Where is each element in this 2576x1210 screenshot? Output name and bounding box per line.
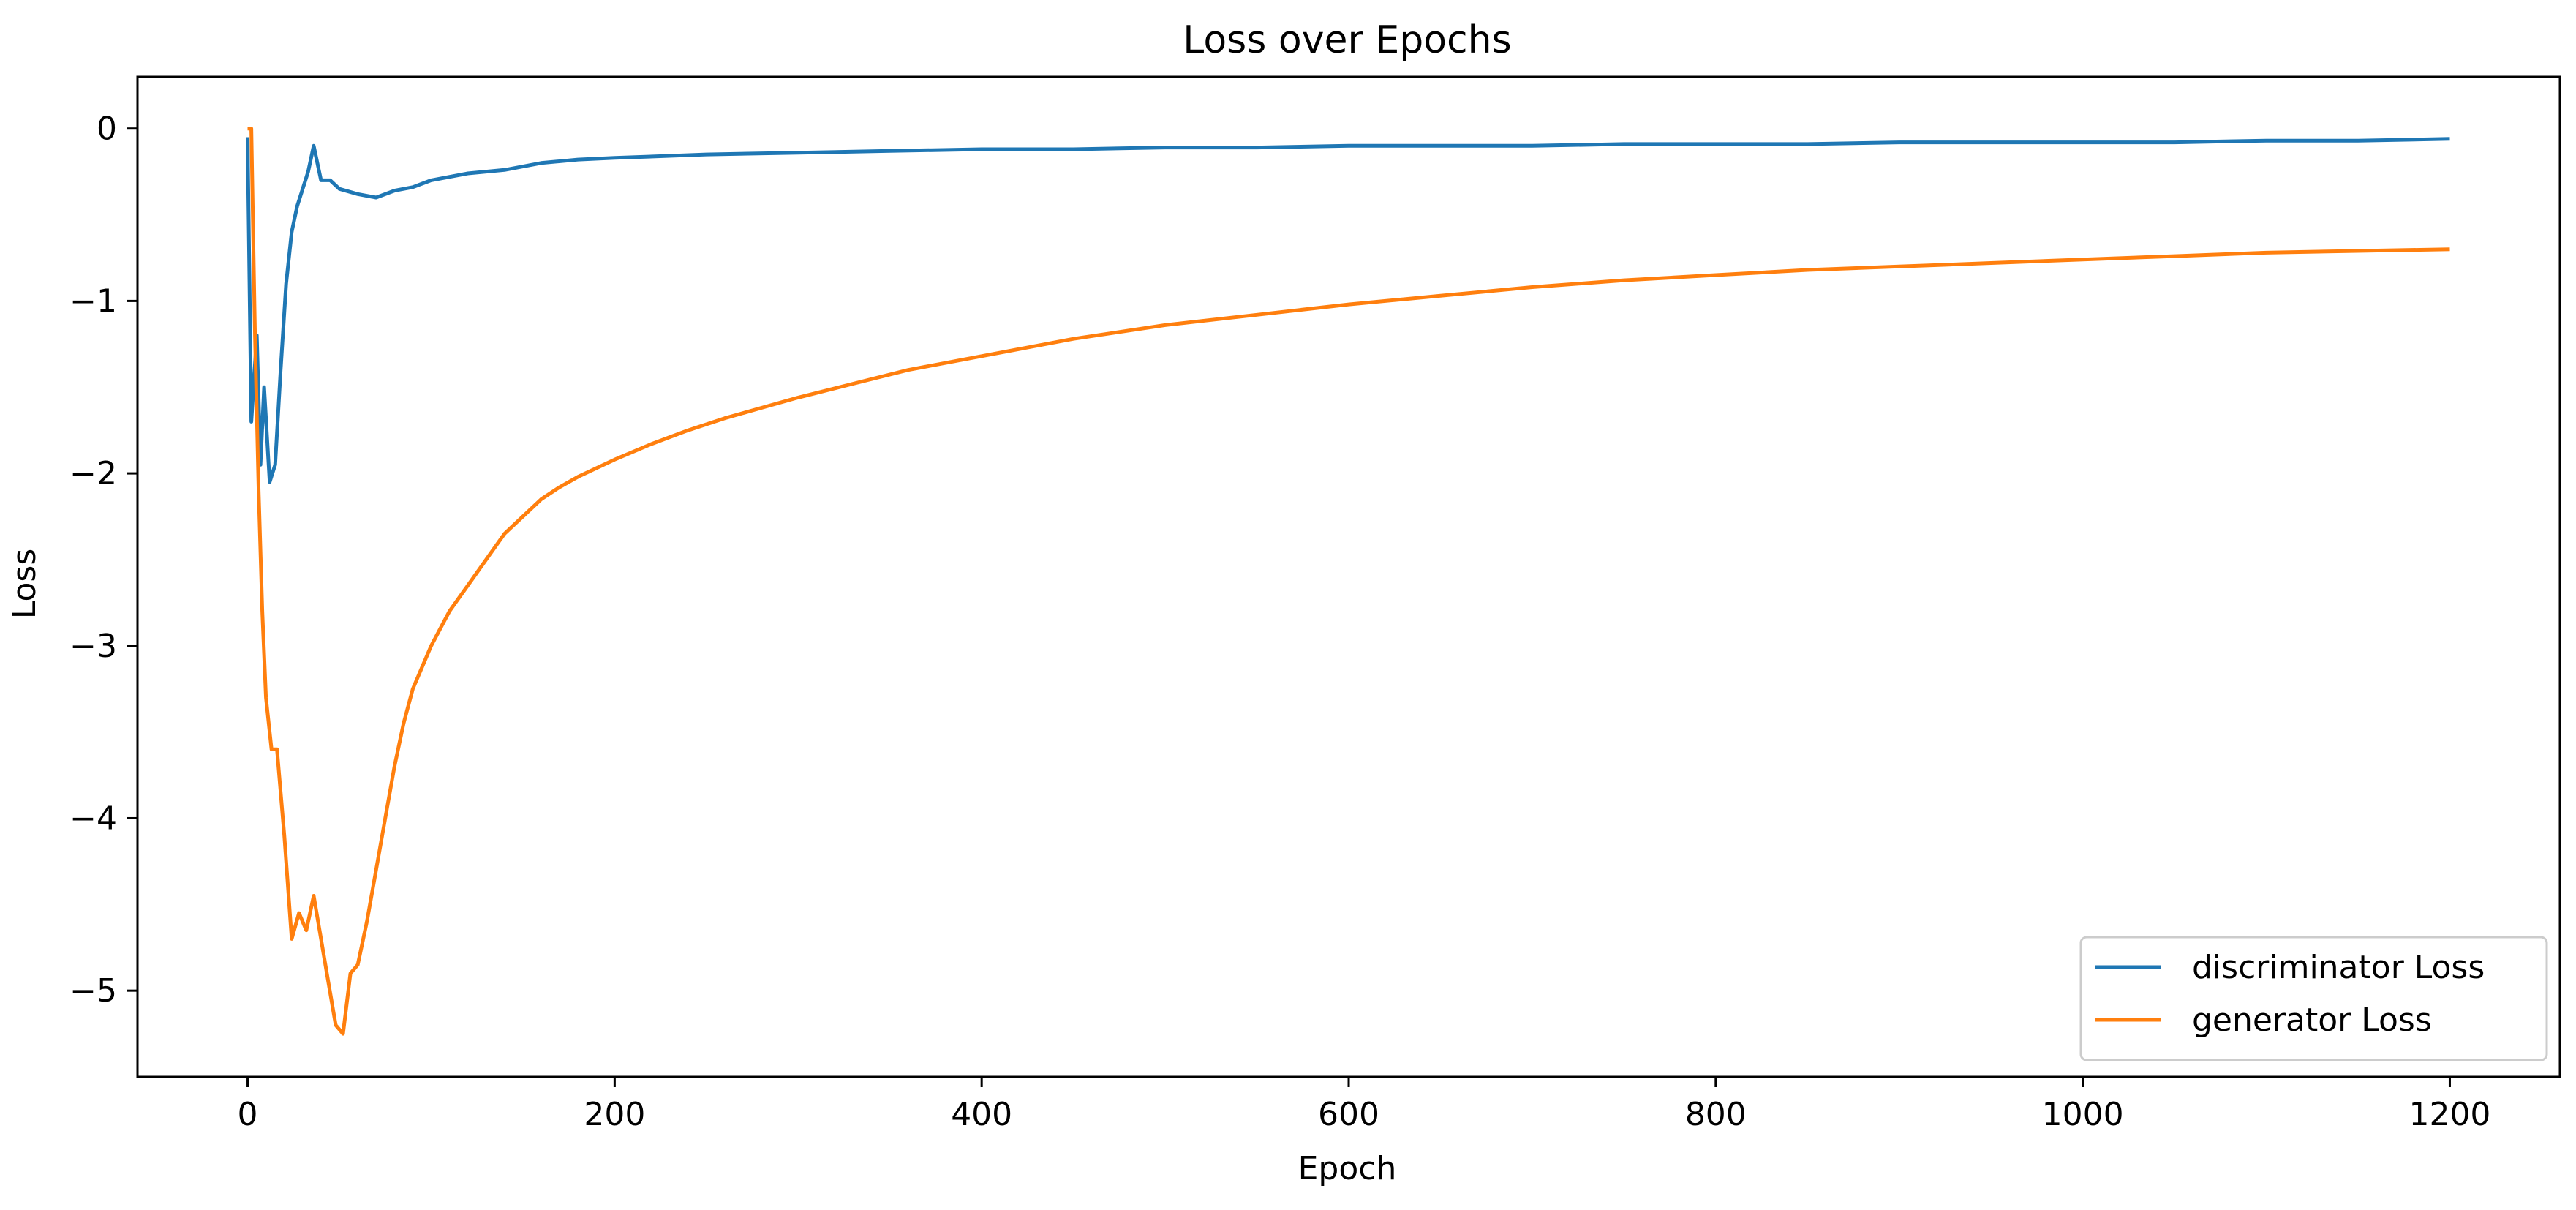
chart-title: Loss over Epochs [1183, 18, 1511, 62]
y-axis-label: Loss [6, 549, 43, 620]
series-line-discriminator [246, 137, 2450, 484]
y-tick-label: 0 [97, 110, 117, 148]
x-tick-label: 800 [1685, 1096, 1747, 1133]
lines-layer [246, 127, 2450, 1036]
y-tick-label: −5 [69, 972, 117, 1010]
x-axis-label: Epoch [1298, 1150, 1397, 1187]
y-tick-label: −2 [69, 455, 117, 492]
x-tick-label: 400 [951, 1096, 1012, 1133]
legend-box [2079, 936, 2548, 1061]
y-tick-label: −4 [69, 800, 117, 837]
x-tick-label: 600 [1318, 1096, 1379, 1133]
x-tick-label: 0 [238, 1096, 258, 1133]
ticks-layer: 0 200 400 600 800 1000 1200 0 −1 −2 −3 −4 −5 [69, 110, 2490, 1133]
x-tick-label: 200 [584, 1096, 645, 1133]
x-tick-label: 1200 [2409, 1096, 2490, 1133]
plot-area-frame [136, 75, 2561, 1078]
y-tick-label: −1 [69, 282, 117, 320]
legend-label-generator: generator Loss [2192, 1002, 2432, 1039]
series-line-generator [247, 127, 2450, 1036]
legend: discriminator Loss generator Loss [2079, 936, 2548, 1061]
y-tick-label: −3 [69, 628, 117, 665]
x-tick-label: 1000 [2042, 1096, 2124, 1133]
legend-label-discriminator: discriminator Loss [2192, 949, 2485, 986]
